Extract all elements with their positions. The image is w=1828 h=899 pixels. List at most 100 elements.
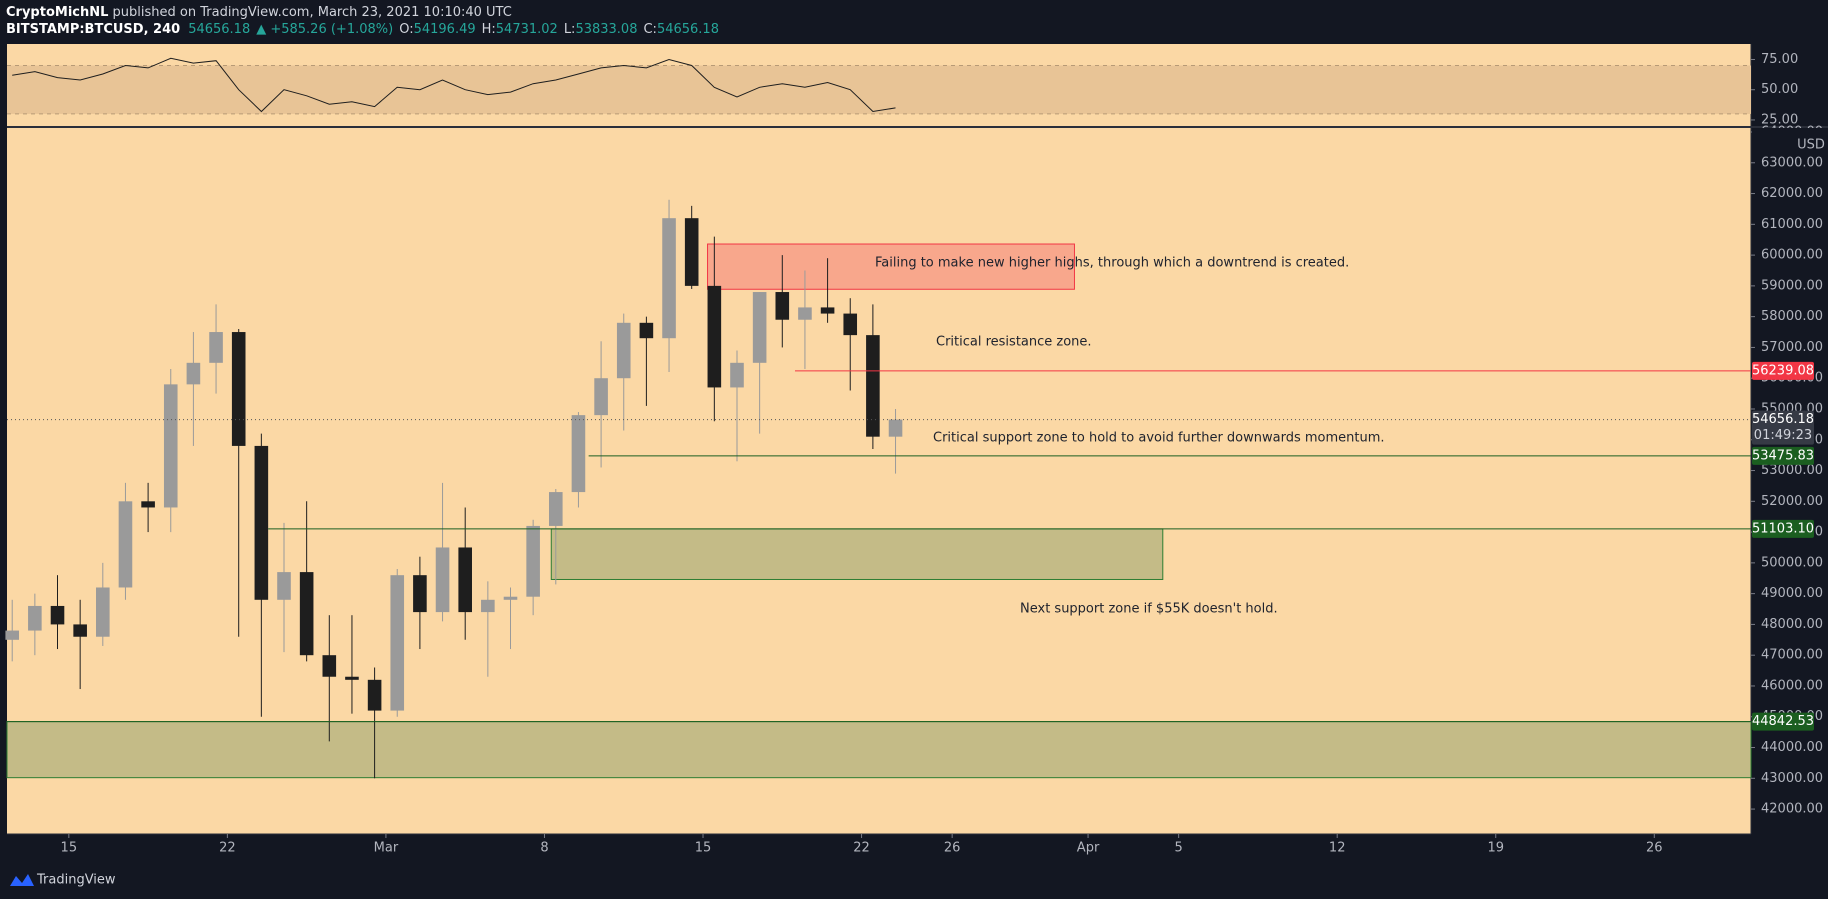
y-tick-label: 61000.00 — [1761, 217, 1823, 232]
price-tag — [1752, 712, 1814, 731]
candle-body — [707, 285, 722, 388]
candle-body — [481, 599, 495, 613]
candle-body — [96, 587, 110, 637]
x-tick-label: 26 — [1646, 841, 1663, 856]
candle-body — [5, 630, 20, 640]
x-tick-label: 8 — [540, 841, 548, 856]
x-tick-label: 26 — [944, 841, 961, 856]
x-tick-label: 19 — [1487, 841, 1504, 856]
y-tick-label: 50000.00 — [1761, 555, 1823, 570]
x-tick-label: 22 — [219, 841, 236, 856]
candle-body — [503, 596, 518, 600]
countdown: 01:49:23 — [1754, 428, 1812, 443]
candle-body — [843, 313, 858, 336]
candle-body — [413, 575, 427, 613]
last-price-tag — [1752, 410, 1814, 445]
annotation: Critical resistance zone. — [936, 335, 1092, 350]
candle-body — [594, 378, 608, 416]
logo-icon — [10, 874, 34, 886]
x-tick-label: 15 — [695, 841, 712, 856]
candle-body — [435, 547, 450, 613]
y-tick-label: 44000.00 — [1761, 740, 1823, 755]
price-tag — [1752, 361, 1814, 380]
ohlc-label: L: — [564, 22, 576, 37]
ohlc-value: 53833.08 — [575, 22, 637, 37]
candle-body — [299, 572, 314, 656]
y-tick-label: 48000.00 — [1761, 617, 1823, 632]
zone — [707, 243, 1075, 290]
y-tick-label: 62000.00 — [1761, 186, 1823, 201]
candle-body — [866, 335, 880, 437]
candle-body — [888, 419, 903, 437]
candle-body — [458, 547, 472, 613]
price-tag-label: 51103.10 — [1752, 521, 1814, 536]
candle-body — [50, 605, 65, 625]
price-tag-label: 53475.83 — [1752, 448, 1814, 463]
annotation: Critical support zone to hold to avoid f… — [933, 431, 1385, 446]
candle-body — [752, 292, 767, 363]
y-tick-label: 63000.00 — [1761, 155, 1823, 170]
candle-body — [163, 384, 178, 508]
candle-body — [141, 501, 155, 508]
candle-body — [616, 322, 631, 379]
y-tick-label: 52000.00 — [1761, 494, 1823, 509]
x-tick-label: Apr — [1077, 841, 1100, 856]
y-tick-label: 60000.00 — [1761, 248, 1823, 263]
candle-body — [548, 492, 563, 526]
rsi-tick-label: 50.00 — [1761, 82, 1798, 97]
annotation: Next support zone if $55K doesn't hold. — [1020, 602, 1278, 617]
logo — [10, 874, 34, 886]
published: published on TradingView.com, March 23, … — [108, 5, 511, 20]
candle-body — [798, 307, 812, 320]
candle-body — [231, 332, 246, 446]
candle-body — [820, 307, 835, 314]
candle-body — [390, 575, 405, 711]
candle-body — [571, 415, 586, 493]
candle-body — [186, 362, 201, 385]
candle-body — [73, 624, 87, 637]
currency: USD — [1797, 138, 1825, 153]
ohlc-label: C: — [643, 22, 656, 37]
change: ▲ +585.26 (+1.08%) — [256, 22, 393, 37]
x-tick-label: 22 — [853, 841, 870, 856]
y-tick-label: 53000.00 — [1761, 463, 1823, 478]
rsi-tick-label: 75.00 — [1761, 52, 1798, 67]
candle-body — [367, 679, 382, 711]
x-tick-label: 5 — [1175, 841, 1183, 856]
symbol: BITSTAMP:BTCUSD, 240 — [6, 22, 180, 37]
last: 54656.18 — [188, 22, 250, 37]
candle-body — [639, 322, 654, 339]
y-tick-label: 46000.00 — [1761, 678, 1823, 693]
zone — [6, 721, 1752, 779]
candle-body — [322, 655, 337, 677]
price-tag — [1752, 519, 1814, 538]
rsi-tick-label: 25.00 — [1761, 112, 1798, 127]
candle-body — [730, 362, 744, 388]
candle-body — [775, 292, 790, 320]
y-tick-label: 43000.00 — [1761, 771, 1823, 786]
ohlc-value: 54656.18 — [657, 22, 719, 37]
x-tick-label: 12 — [1329, 841, 1346, 856]
candle-body — [118, 501, 133, 588]
candle-body — [277, 572, 291, 600]
candle-body — [254, 445, 269, 600]
candle-body — [526, 525, 540, 597]
y-tick-label: 58000.00 — [1761, 309, 1823, 324]
ohlc-value: 54731.02 — [496, 22, 558, 37]
candle-body — [209, 332, 223, 363]
y-tick-label: 42000.00 — [1761, 802, 1823, 817]
header-line: BITSTAMP:BTCUSD, 240 54656.18 ▲ +585.26 (+… — [6, 22, 719, 37]
annotation: Failing to make new higher highs, throug… — [875, 256, 1349, 271]
ohlc-label: H: — [482, 22, 496, 37]
axis-cover — [1752, 128, 1828, 136]
y-tick-label: 59000.00 — [1761, 278, 1823, 293]
candle-body — [345, 676, 359, 680]
rsi-line — [12, 57, 896, 113]
zone — [550, 528, 1164, 580]
price-tag-label: 44842.53 — [1752, 714, 1814, 729]
candle-body — [28, 605, 42, 631]
y-tick-label: 57000.00 — [1761, 340, 1823, 355]
candle-body — [684, 218, 699, 286]
brand: TradingView — [36, 873, 116, 888]
